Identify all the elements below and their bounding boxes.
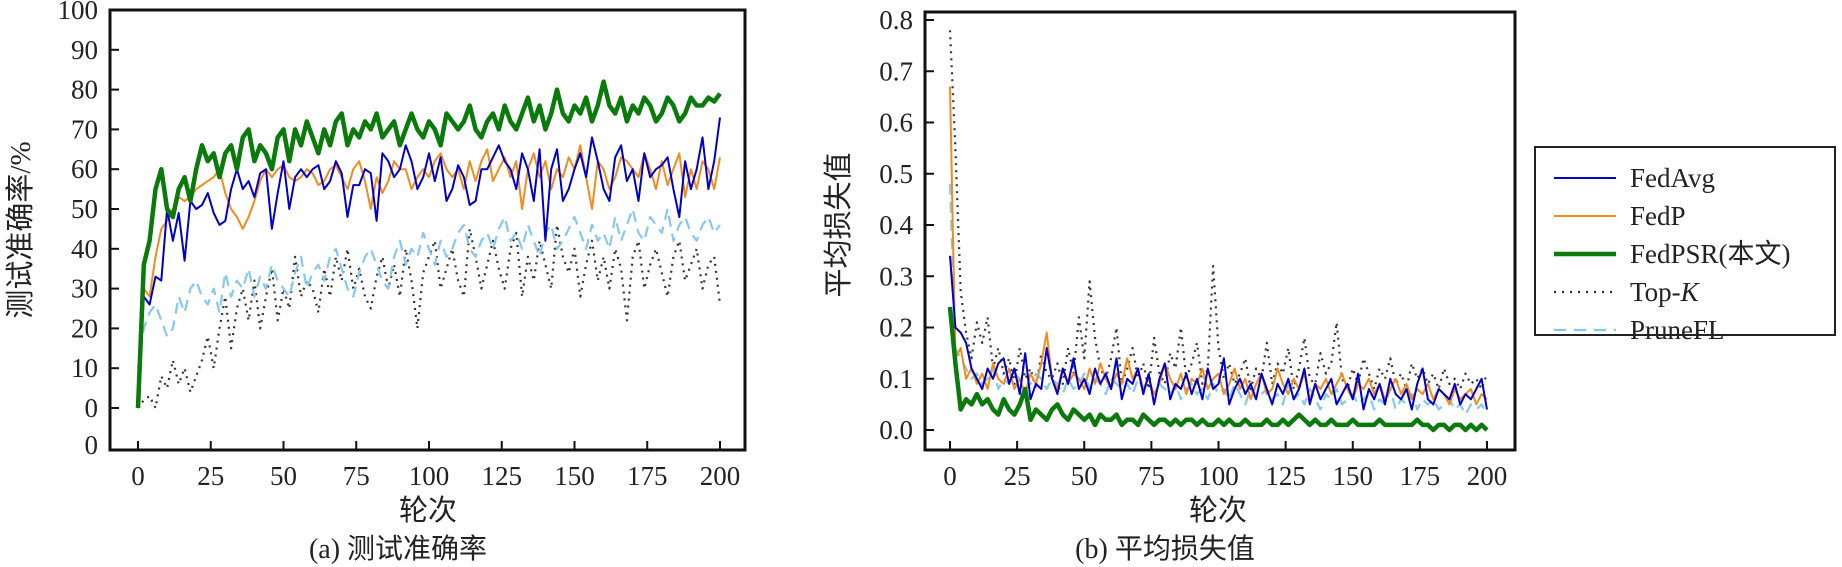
accuracy-y-tick-label: 30 xyxy=(71,274,98,304)
accuracy-series-fedpsr xyxy=(135,79,722,409)
accuracy-series-topk xyxy=(137,223,722,410)
legend-label-prunefl: PruneFL xyxy=(1630,315,1725,345)
loss-y-tick-label: 0.8 xyxy=(879,5,913,35)
accuracy-chart: 0 25 50 75 100 125 150 175 200 0 10 20 30 40 50 60 70 80 9… xyxy=(4,0,747,565)
accuracy-y-tick-label: 70 xyxy=(71,114,98,144)
accuracy-x-tick-label: 75 xyxy=(343,461,370,491)
loss-caption: (b) 平均损失值 xyxy=(1075,533,1255,565)
accuracy-x-tick-label: 150 xyxy=(554,461,595,491)
accuracy-y-tick-label: 10 xyxy=(71,353,98,383)
loss-x-tick-label: 175 xyxy=(1400,461,1441,491)
accuracy-x-tick-label: 25 xyxy=(197,461,224,491)
accuracy-y-tick-label: 40 xyxy=(71,234,98,264)
accuracy-y-tick-label: 20 xyxy=(71,313,98,343)
loss-series-fedpsr xyxy=(947,306,1489,433)
legend-label-topk: Top-K xyxy=(1630,277,1701,307)
loss-x-axis-title: 轮次 xyxy=(1189,494,1247,527)
loss-y-tick-label: 0.4 xyxy=(879,210,913,240)
accuracy-series-prunefl xyxy=(136,207,721,369)
loss-ticks: 0 25 50 75 100 125 150 175 200 0.0 0.1 0.2 0.3 0.4 0.5… xyxy=(879,5,1507,491)
loss-y-tick-label: 0.1 xyxy=(879,364,913,394)
accuracy-series-layer xyxy=(135,79,722,410)
accuracy-x-tick-label: 200 xyxy=(700,461,741,491)
accuracy-y-tick-label: 0 xyxy=(85,393,99,423)
loss-plot-frame xyxy=(923,10,1517,452)
loss-series-fedp xyxy=(949,86,1488,406)
accuracy-y-tick-label-extra: 0 xyxy=(85,430,99,460)
legend-label-fedpsr: FedPSR(本文) xyxy=(1630,239,1791,269)
loss-y-tick-label: 0.6 xyxy=(879,108,913,138)
accuracy-x-tick-label: 125 xyxy=(482,461,523,491)
accuracy-y-tick-label: 50 xyxy=(71,194,98,224)
legend: FedAvg FedP FedPSR(本文) Top-K PruneFL xyxy=(1534,146,1836,345)
legend-label-fedavg: FedAvg xyxy=(1630,163,1715,193)
loss-x-tick-label: 100 xyxy=(1198,461,1239,491)
loss-series-fedavg xyxy=(949,255,1488,411)
loss-y-tick-label: 0.7 xyxy=(879,56,913,86)
loss-x-tick-label: 125 xyxy=(1265,461,1306,491)
accuracy-x-tick-label: 0 xyxy=(131,461,145,491)
legend-label-fedp: FedP xyxy=(1630,201,1686,231)
accuracy-x-tick-label: 175 xyxy=(627,461,668,491)
accuracy-y-tick-label: 80 xyxy=(71,75,98,105)
loss-y-axis-title: 平均损失值 xyxy=(822,152,855,297)
loss-series-layer xyxy=(947,30,1489,433)
loss-x-tick-label: 150 xyxy=(1333,461,1374,491)
loss-chart: 0 25 50 75 100 125 150 175 200 0.0 0.1 0.2 0.3 0.4 0.5… xyxy=(822,5,1517,565)
loss-y-tick-label: 0.0 xyxy=(879,415,913,445)
loss-x-tick-label: 50 xyxy=(1071,461,1098,491)
accuracy-plot-frame xyxy=(108,8,747,452)
accuracy-y-tick-label: 100 xyxy=(58,0,99,25)
accuracy-series-fedavg xyxy=(137,117,721,409)
accuracy-x-tick-label: 100 xyxy=(409,461,450,491)
legend-items: FedAvg FedP FedPSR(本文) Top-K PruneFL xyxy=(1554,163,1791,345)
accuracy-caption: (a) 测试准确率 xyxy=(309,533,487,565)
loss-x-tick-label: 200 xyxy=(1467,461,1508,491)
accuracy-y-tick-label: 60 xyxy=(71,154,98,184)
accuracy-y-tick-label: 90 xyxy=(71,35,98,65)
loss-x-tick-label: 0 xyxy=(943,461,957,491)
accuracy-x-axis-title: 轮次 xyxy=(399,494,457,527)
loss-y-tick-label: 0.2 xyxy=(879,313,913,343)
loss-series-prunefl xyxy=(948,183,1488,416)
accuracy-ticks: 0 25 50 75 100 125 150 175 200 0 10 20 30 40 50 60 70 80 9… xyxy=(58,0,741,491)
accuracy-y-axis-title: 测试准确率/% xyxy=(4,141,37,318)
loss-series-topk xyxy=(948,30,1489,391)
loss-x-tick-label: 75 xyxy=(1138,461,1165,491)
loss-y-tick-label: 0.5 xyxy=(879,159,913,189)
accuracy-x-tick-label: 50 xyxy=(270,461,297,491)
loss-y-tick-label: 0.3 xyxy=(879,261,913,291)
loss-x-tick-label: 25 xyxy=(1004,461,1031,491)
